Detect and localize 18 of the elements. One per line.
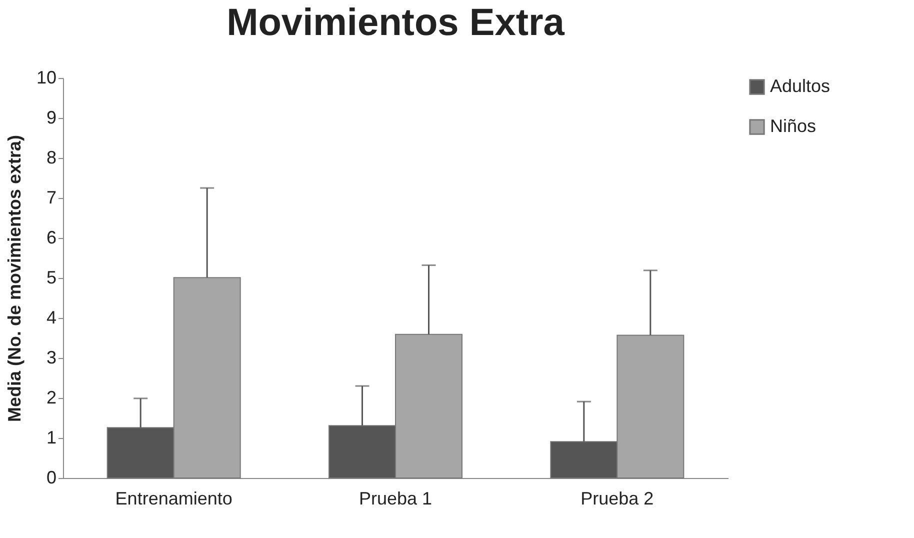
- y-tick-label: 3: [46, 348, 56, 368]
- x-tick-label: Prueba 2: [580, 488, 654, 508]
- legend-label: Niños: [770, 116, 816, 136]
- x-tick-label: Prueba 1: [358, 488, 432, 508]
- y-tick-label: 7: [46, 188, 56, 208]
- y-tick-label: 8: [46, 148, 56, 168]
- y-tick-label: 2: [46, 388, 56, 408]
- y-tick-label: 9: [46, 108, 56, 128]
- y-tick-label: 4: [46, 308, 56, 328]
- chart-title: Movimientos Extra: [226, 2, 566, 44]
- y-tick-label: 10: [36, 68, 56, 88]
- y-tick-label: 0: [46, 468, 56, 488]
- y-tick-label: 1: [46, 428, 56, 448]
- y-tick-label: 5: [46, 268, 56, 288]
- x-tick-label: Entrenamiento: [115, 488, 232, 508]
- legend-label: Adultos: [770, 76, 830, 96]
- y-tick-label: 6: [46, 228, 56, 248]
- y-axis-title: Media (No. de movimientos extra): [4, 134, 24, 422]
